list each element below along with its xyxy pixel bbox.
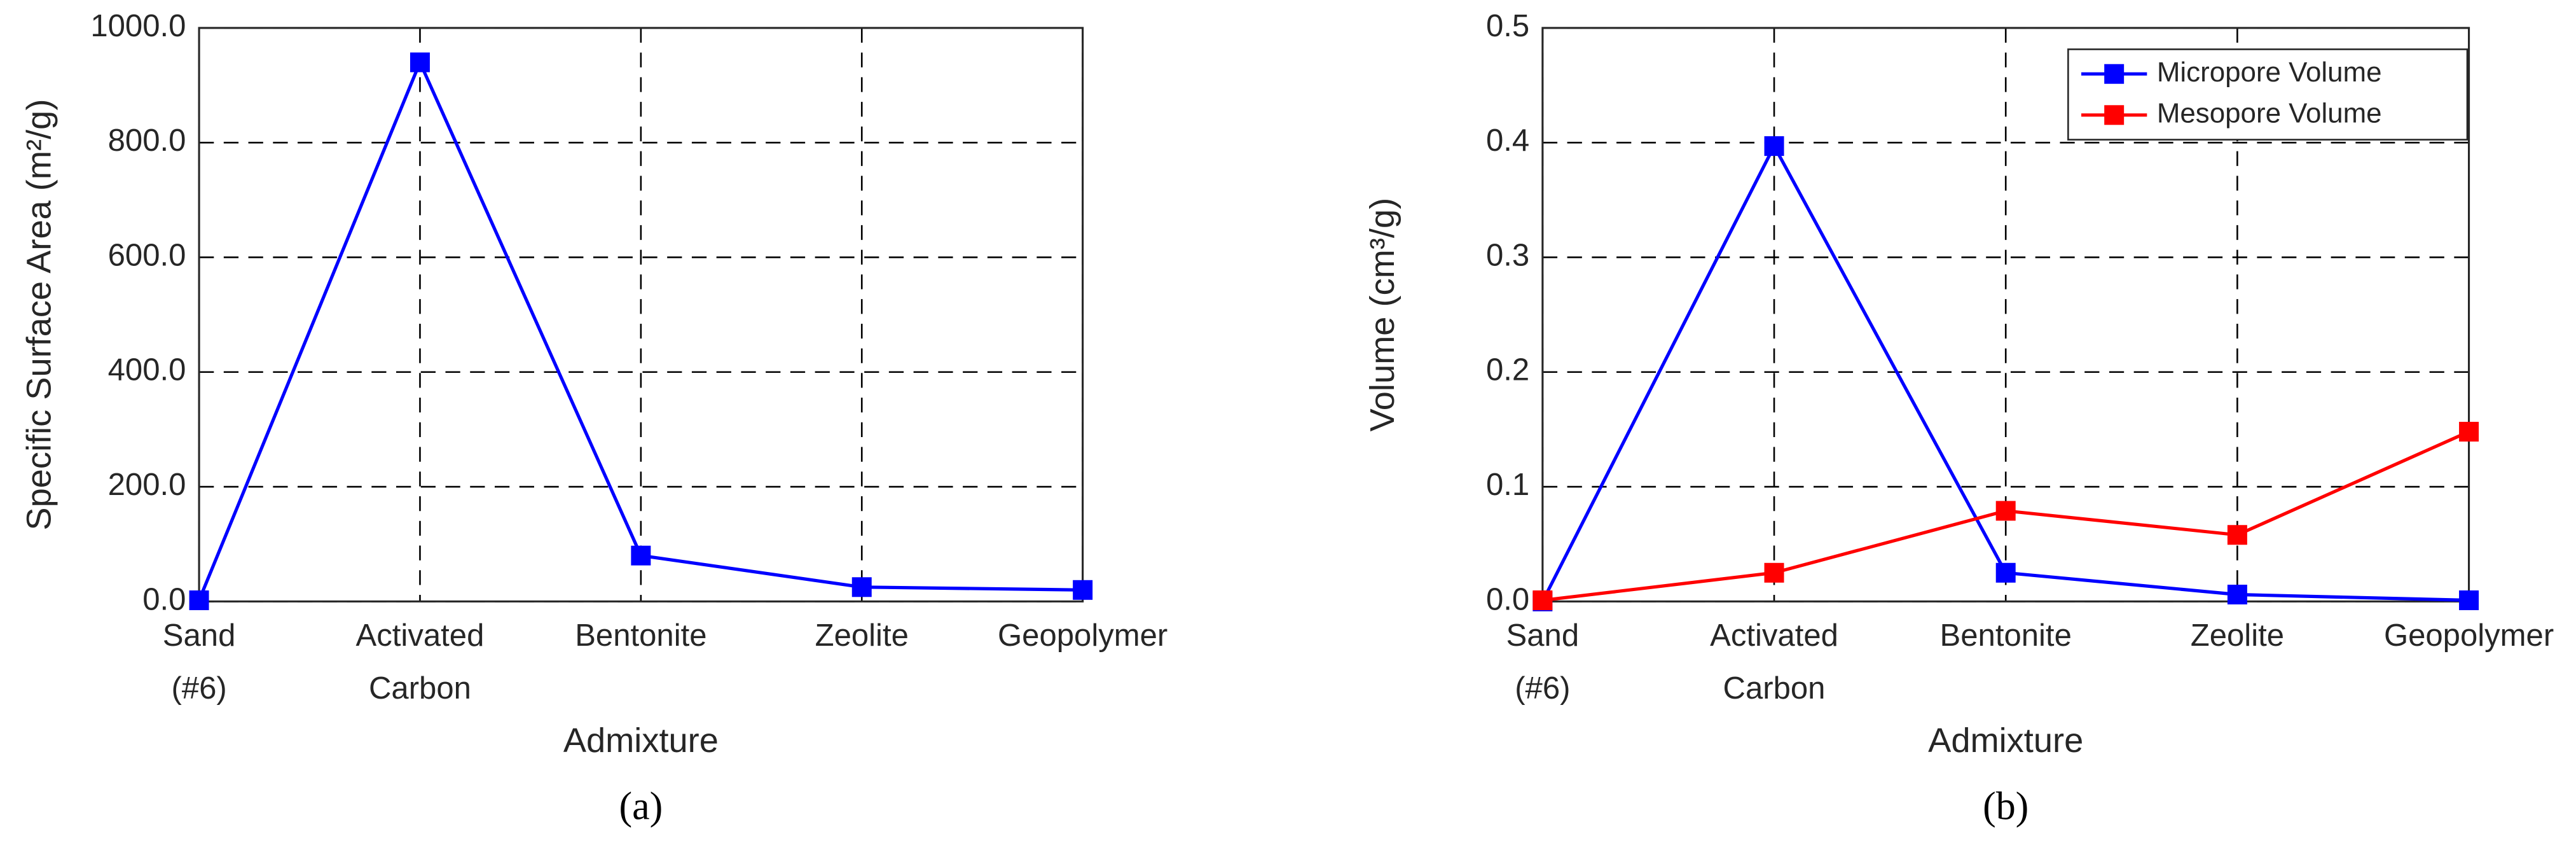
caption: (b): [1983, 785, 2028, 828]
x-tick-label: Activated Carbon: [1710, 618, 1838, 706]
x-tick-label: Bentonite: [1940, 618, 2072, 653]
y-axis-title: Specific Surface Area (m²/g): [20, 99, 58, 531]
x-tick-label: Geopolymer: [2384, 618, 2554, 653]
y-tick-label: 600.0: [108, 238, 186, 272]
y-tick-label: 0.1: [1486, 468, 1529, 502]
y-tick-label: 800.0: [108, 123, 186, 158]
marker: [2227, 525, 2247, 545]
marker: [410, 52, 430, 73]
x-tick-label: Zeolite: [815, 618, 909, 653]
marker: [1995, 501, 2016, 521]
legend-box: [2067, 48, 2469, 141]
legend-label: Micropore Volume: [2157, 57, 2382, 88]
x-tick-label: Activated Carbon: [356, 618, 485, 706]
marker: [631, 545, 651, 566]
y-tick-label: 0.0: [1486, 582, 1529, 617]
marker: [1764, 562, 1784, 583]
x-tick-label: Zeolite: [2191, 618, 2284, 653]
plot-frame: [1541, 27, 2470, 603]
x-tick-label: Geopolymer: [998, 618, 1167, 653]
marker: [189, 590, 209, 611]
x-tick-label: Sand (#6): [1506, 618, 1580, 706]
y-tick-label: 1000.0: [90, 9, 186, 43]
legend-marker: [2104, 105, 2125, 125]
y-tick-label: 0.3: [1486, 238, 1529, 272]
y-tick-label: 200.0: [108, 468, 186, 502]
caption: (a): [619, 785, 663, 828]
marker: [2227, 585, 2247, 605]
marker: [851, 577, 872, 597]
x-tick-label: Bentonite: [575, 618, 706, 653]
plot-frame: [198, 27, 1084, 603]
y-tick-label: 0.2: [1486, 353, 1529, 387]
x-axis-title: Admixture: [563, 721, 719, 760]
y-axis-title: Volume (cm³/g): [1363, 198, 1402, 432]
y-tick-label: 400.0: [108, 353, 186, 387]
y-tick-label: 0.4: [1486, 123, 1529, 158]
x-axis-title: Admixture: [1928, 721, 2083, 760]
legend-marker: [2104, 64, 2125, 84]
marker: [1764, 136, 1784, 157]
x-tick-label: Sand (#6): [163, 618, 236, 706]
marker: [1073, 580, 1093, 600]
legend-label: Mesopore Volume: [2157, 97, 2382, 129]
y-tick-label: 0.5: [1486, 9, 1529, 43]
marker: [1995, 562, 2016, 583]
marker: [2459, 590, 2479, 611]
marker: [2459, 422, 2479, 442]
marker: [1533, 590, 1553, 611]
y-tick-label: 0.0: [142, 582, 186, 617]
